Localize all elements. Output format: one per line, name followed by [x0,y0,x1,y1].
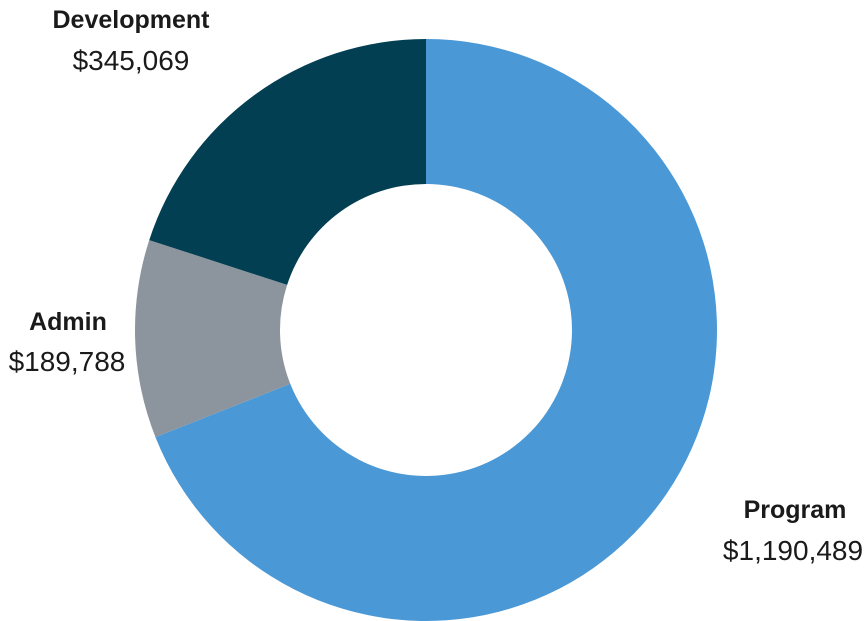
donut-slices [135,39,717,621]
label-development-name: Development [53,6,211,34]
label-development-value: $345,069 [73,45,190,76]
slice-development [149,39,426,285]
slice-admin [135,240,291,438]
label-admin: Admin $189,788 [9,308,126,377]
label-program-name: Program [744,496,847,524]
slice-program [155,39,717,621]
label-development: Development $345,069 [53,6,211,76]
label-program-value: $1,190,489 [723,535,863,566]
label-admin-name: Admin [29,308,107,336]
label-admin-value: $189,788 [9,346,126,377]
label-program: Program $1,190,489 [723,496,863,566]
